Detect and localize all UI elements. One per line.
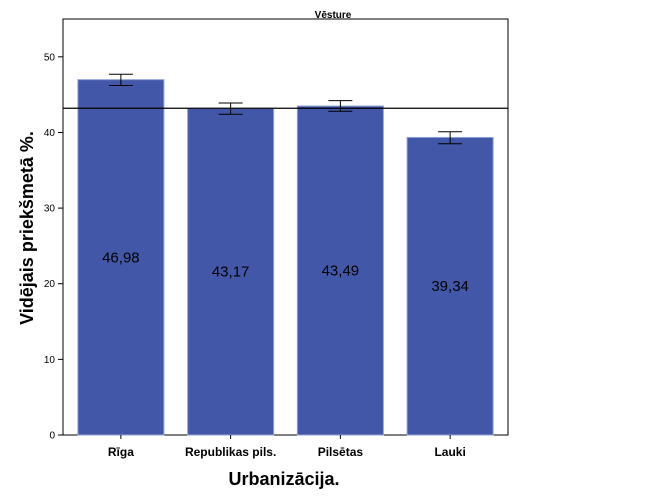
bar-3 (296, 105, 384, 436)
plot-area: 0 10 20 30 40 50 46,98 Rīga 43,17 Republikas pils… (44, 18, 509, 459)
y-tick-label: 10 (44, 355, 56, 366)
y-tick-label: 0 (49, 431, 55, 442)
y-tick-label: 40 (44, 128, 56, 139)
plot-frame (62, 18, 509, 436)
x-tick-label: Pilsētas (318, 445, 364, 459)
bar-1 (77, 79, 165, 436)
y-tick-label: 50 (44, 52, 56, 63)
data-label: 43,49 (322, 263, 360, 280)
x-tick-label: Republikas pils. (185, 445, 276, 459)
bar-4 (406, 136, 494, 436)
y-axis-title: Vidējais priekšmetā %. (17, 131, 37, 325)
chart-title: Vēsture (315, 10, 352, 21)
data-label: 43,17 (212, 264, 250, 281)
y-tick-label: 30 (44, 204, 56, 215)
data-label: 39,34 (431, 278, 469, 295)
data-label: 46,98 (102, 249, 140, 266)
x-tick-label: Lauki (434, 445, 465, 459)
y-tick-label: 20 (44, 279, 56, 290)
bar-2 (187, 107, 275, 436)
x-axis-title: Urbanizācija. (228, 469, 339, 489)
x-tick-label: Rīga (108, 445, 134, 459)
